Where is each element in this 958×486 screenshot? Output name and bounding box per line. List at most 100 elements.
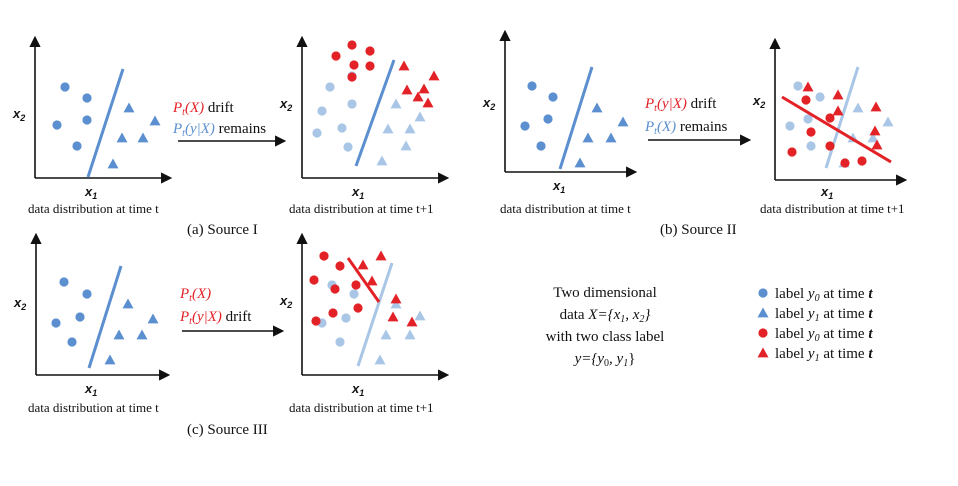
point-y1-t	[123, 102, 135, 113]
point-y0-t	[82, 93, 92, 103]
point-y0-t-faded	[815, 92, 825, 102]
decision-boundary-t	[354, 59, 396, 167]
x-axis-label: x1	[84, 184, 97, 201]
point-y0-t	[536, 141, 546, 151]
source-title: (b) Source II	[660, 222, 737, 238]
description-line-2: data X={x1, x2}	[560, 307, 651, 325]
point-y1-t1	[390, 293, 402, 304]
point-y1-t	[113, 329, 125, 340]
point-y1-t1	[832, 89, 844, 100]
plot-caption: data distribution at time t	[500, 201, 631, 216]
point-y0-t1	[319, 251, 329, 261]
legend-item: label y0 at time t	[758, 326, 873, 344]
point-y1-t	[582, 132, 594, 143]
y-axis-label: x2	[13, 295, 26, 312]
point-y1-t	[149, 115, 161, 126]
legend-item: label y0 at time t	[758, 286, 873, 304]
decision-boundary-t	[86, 68, 125, 178]
legend-label: label y0 at time t	[775, 286, 873, 304]
point-y1-t1	[832, 105, 844, 116]
x-axis-label: x1	[552, 178, 565, 195]
point-y0-t	[548, 92, 558, 102]
point-y0-t1	[311, 316, 321, 326]
x-axis-label: x1	[84, 381, 97, 398]
decision-boundary-t1	[781, 95, 892, 164]
point-y1-t1	[418, 83, 430, 94]
x-axis-label: x1	[351, 381, 364, 398]
plot-caption: data distribution at time t+1	[289, 201, 434, 216]
point-y1-t-faded	[414, 310, 426, 321]
point-y0-t	[59, 277, 69, 287]
description-line-1: Two dimensional	[553, 285, 657, 301]
arrow-label: Pt(y|X) remains	[172, 121, 266, 139]
point-y1-t	[116, 132, 128, 143]
point-y1-t	[605, 132, 617, 143]
legend-triangle-marker	[757, 307, 769, 318]
point-y1-t1	[412, 91, 424, 102]
point-y1-t1	[406, 316, 418, 327]
point-y0-t	[75, 312, 85, 322]
point-y1-t1	[401, 84, 413, 95]
source-title: (c) Source III	[187, 422, 268, 438]
point-y0-t1	[806, 127, 816, 137]
point-y1-t1	[428, 70, 440, 81]
point-y1-t	[617, 116, 629, 127]
point-y1-t	[574, 157, 586, 168]
point-y0-t-faded	[349, 289, 359, 299]
legend-label: label y1 at time t	[775, 346, 873, 364]
point-y1-t-faded	[852, 102, 864, 113]
y-axis-label: x2	[279, 293, 292, 310]
point-y0-t1	[857, 156, 867, 166]
point-y0-t1	[825, 141, 835, 151]
description-block: Two dimensional data X={x1, x2} with two c…	[546, 285, 665, 369]
point-y0-t	[520, 121, 530, 131]
point-y0-t1	[787, 147, 797, 157]
point-y0-t1	[331, 51, 341, 61]
source-2-plot-t1: x1 x2 data distribution at time t+1	[752, 37, 908, 216]
point-y0-t1	[353, 303, 363, 313]
source-2-panel: x1 x2 data distribution at time t Pt(y|X) d…	[482, 29, 908, 238]
point-y0-t1	[347, 72, 357, 82]
source-3-plot-t: x1 x2	[13, 232, 171, 398]
source-1-panel: data distribution at time t Pt(X) drift Pt…	[28, 100, 287, 238]
point-y1-t-faded	[380, 329, 392, 340]
point-y1-t	[107, 158, 119, 169]
point-y0-t-faded	[341, 313, 351, 323]
source-1-plot-t1: x1 x2 data distribution at time t+1	[279, 35, 450, 216]
point-y0-t-faded	[325, 82, 335, 92]
point-y0-t-faded	[803, 114, 813, 124]
source-3-panel: x1 x2 data distribution at time t Pt(X) Pt(y…	[13, 232, 450, 438]
point-y0-t1	[328, 308, 338, 318]
legend-label: label y1 at time t	[775, 306, 873, 324]
point-y0-t-faded	[793, 81, 803, 91]
source-2-plot-t: x1 x2	[482, 29, 638, 195]
source-title: (a) Source I	[187, 222, 258, 238]
point-y1-t1	[357, 259, 369, 270]
decision-boundary-t	[356, 262, 394, 367]
plot-caption: data distribution at time t	[28, 201, 159, 216]
point-y0-t-faded	[317, 106, 327, 116]
point-y0-t	[72, 141, 82, 151]
point-y0-t-faded	[347, 99, 357, 109]
y-axis-label: x2	[752, 93, 765, 110]
point-y0-t-faded	[312, 128, 322, 138]
point-y0-t1	[365, 46, 375, 56]
point-y0-t1	[801, 95, 811, 105]
point-y1-t-faded	[404, 123, 416, 134]
point-y1-t	[591, 102, 603, 113]
point-y1-t1	[802, 81, 814, 92]
point-y1-t	[122, 298, 134, 309]
decision-boundary-t1	[346, 257, 381, 303]
point-y0-t-faded	[785, 121, 795, 131]
point-y0-t-faded	[806, 141, 816, 151]
legend-triangle-marker	[757, 347, 769, 358]
point-y0-t	[67, 337, 77, 347]
legend-circle-marker	[758, 288, 768, 298]
point-y0-t1	[309, 275, 319, 285]
decision-boundary-t	[87, 265, 123, 369]
point-y1-t	[137, 132, 149, 143]
point-y0-t-faded	[337, 123, 347, 133]
point-y1-t1	[387, 311, 399, 322]
point-y1-t-faded	[374, 354, 386, 365]
